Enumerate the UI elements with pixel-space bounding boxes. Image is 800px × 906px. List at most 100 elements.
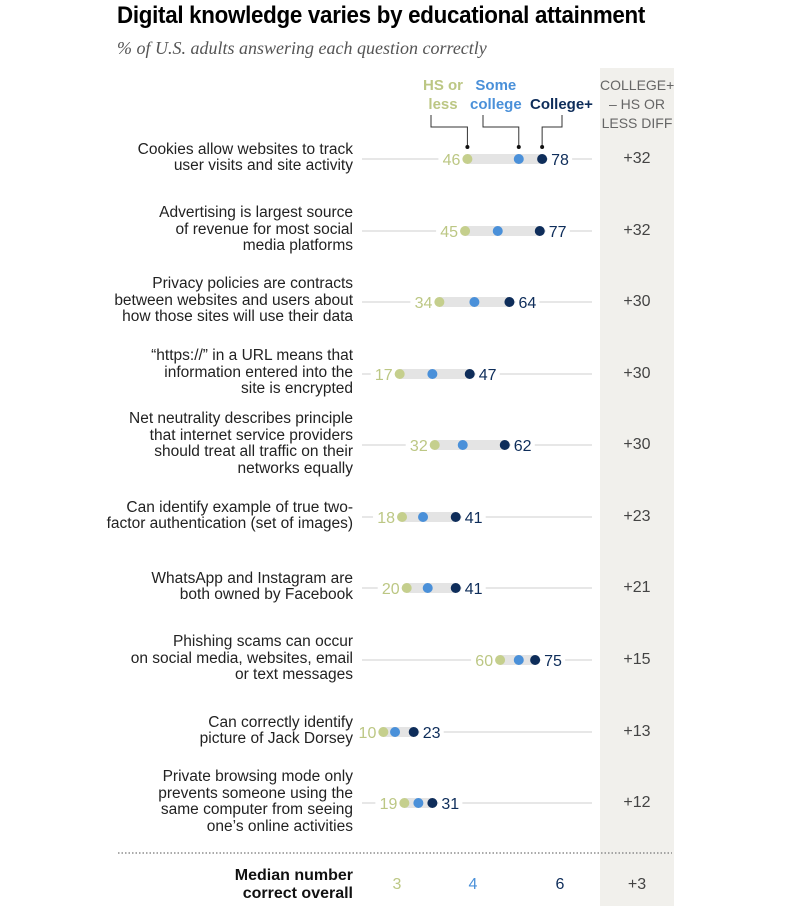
dot-hs-or-less — [378, 727, 389, 737]
dot-hs-or-less — [394, 369, 405, 379]
hs-label-backdrop — [438, 150, 463, 168]
dot-college-plus — [499, 440, 510, 450]
median-label-line: Median number — [234, 867, 353, 884]
value-label-college-plus: 41 — [465, 581, 483, 598]
row-label-line: Privacy policies are contracts — [152, 275, 353, 293]
hs-label-backdrop — [471, 651, 496, 669]
dot-hs-or-less — [401, 583, 412, 593]
row-label-line: Advertising is largest source — [159, 204, 353, 222]
legend-leader-college-dot — [540, 145, 545, 149]
median-some-college: 4 — [468, 876, 478, 893]
row-label-line: both owned by Facebook — [179, 586, 353, 603]
hs-label-backdrop — [354, 723, 379, 741]
dot-some-college — [513, 154, 524, 164]
legend-line: college — [470, 96, 522, 113]
dot-hs-or-less — [460, 226, 471, 236]
value-label-college-plus: 47 — [479, 367, 497, 384]
row-label: Privacy policies are contracts between we… — [114, 276, 353, 326]
diff-column-background — [600, 68, 674, 906]
hs-label-backdrop — [436, 222, 461, 240]
row-label-line: Can identify example of true two- — [126, 498, 353, 516]
hs-label-backdrop — [410, 293, 435, 311]
median-college-plus: 6 — [555, 876, 565, 893]
legend-leader-hs-dot — [465, 145, 470, 149]
row-label-line: Phishing scams can occur — [172, 633, 353, 651]
legend-leader-hs — [430, 115, 468, 147]
dot-hs-or-less — [434, 297, 445, 307]
legend-college-plus: College+ — [530, 95, 593, 114]
legend-line: Some — [475, 77, 517, 94]
dot-some-college — [418, 512, 429, 522]
diff-value: +30 — [623, 293, 651, 310]
row-label-line: networks equally — [237, 459, 353, 477]
college-label-backdrop — [510, 436, 535, 454]
dot-hs-or-less — [495, 655, 506, 665]
row-label-line: Cookies allow websites to track — [137, 140, 353, 158]
dot-hs-or-less — [462, 154, 473, 164]
row-label-line: of revenue for most social — [175, 220, 353, 238]
dot-college-plus — [464, 369, 475, 379]
median-hs-or-less: 3 — [392, 876, 402, 893]
value-label-hs-or-less: 32 — [410, 438, 428, 455]
legend-line: HS or — [423, 77, 464, 94]
row-label: Can identify example of true two-factor … — [106, 498, 353, 533]
dot-hs-or-less — [399, 798, 410, 808]
dot-some-college — [413, 798, 424, 808]
dot-college-plus — [504, 297, 515, 307]
chart-subtitle: % of U.S. adults answering each question… — [117, 38, 487, 58]
college-label-backdrop — [475, 365, 500, 383]
range-band — [467, 154, 543, 164]
value-label-college-plus: 41 — [465, 510, 483, 527]
legend-hs-or-less: HS or less — [423, 76, 463, 114]
dot-some-college — [422, 583, 433, 593]
diff-value: +23 — [623, 508, 651, 525]
legend-leader-some-dot — [516, 145, 521, 149]
dot-hs-or-less — [429, 440, 440, 450]
value-label-college-plus: 23 — [423, 725, 441, 742]
row-label: Net neutrality describes principle that i… — [129, 410, 353, 477]
dot-college-plus — [537, 154, 548, 164]
row-label: Advertising is largest source of revenue … — [159, 205, 353, 255]
college-label-backdrop — [438, 794, 463, 812]
row-label-line: media platforms — [242, 237, 353, 255]
row-label-line: information entered into the — [164, 363, 353, 381]
legend-line: College+ — [530, 96, 593, 113]
value-label-hs-or-less: 19 — [380, 796, 398, 813]
dot-some-college — [513, 655, 524, 665]
row-label: Phishing scams can occur on social media,… — [131, 634, 353, 684]
dot-college-plus — [408, 727, 419, 737]
diff-header-line: – HS OR — [608, 96, 665, 112]
row-label: Can correctly identify picture of Jack Do… — [199, 714, 353, 748]
dot-college-plus — [427, 798, 438, 808]
value-label-hs-or-less: 46 — [443, 152, 461, 169]
dot-some-college — [390, 727, 401, 737]
hs-label-backdrop — [373, 508, 398, 526]
row-label-line: picture of Jack Dorsey — [199, 730, 353, 747]
value-label-hs-or-less: 45 — [440, 224, 458, 241]
dot-some-college — [427, 369, 438, 379]
diff-column-header: COLLEGE+ – HS OR LESS DIFF — [600, 76, 674, 133]
row-label-line: WhatsApp and Instagram are — [151, 569, 353, 587]
dot-college-plus — [530, 655, 541, 665]
row-label-line: “https://” in a URL means that — [151, 347, 353, 365]
row-label-line: Private browsing mode only — [162, 768, 353, 785]
row-label-line: site is encrypted — [241, 380, 353, 398]
value-label-college-plus: 77 — [549, 224, 567, 241]
dot-some-college — [492, 226, 503, 236]
row-label-line: Net neutrality describes principle — [129, 410, 353, 427]
college-label-backdrop — [461, 508, 486, 526]
row-label: WhatsApp and Instagram are both owned by … — [151, 569, 353, 604]
hs-label-backdrop — [405, 436, 430, 454]
value-label-college-plus: 75 — [544, 653, 562, 670]
dot-some-college — [457, 440, 468, 450]
row-label-line: user visits and site activity — [173, 157, 353, 174]
median-label: Median number correct overall — [235, 867, 353, 903]
hs-label-backdrop — [370, 365, 395, 383]
legend-line: less — [428, 96, 458, 113]
college-label-backdrop — [515, 293, 540, 311]
value-label-hs-or-less: 18 — [377, 510, 395, 527]
row-label-line: how those sites will use their data — [122, 308, 353, 326]
value-label-college-plus: 31 — [441, 796, 459, 813]
row-label-line: factor authentication (set of images) — [106, 515, 353, 532]
